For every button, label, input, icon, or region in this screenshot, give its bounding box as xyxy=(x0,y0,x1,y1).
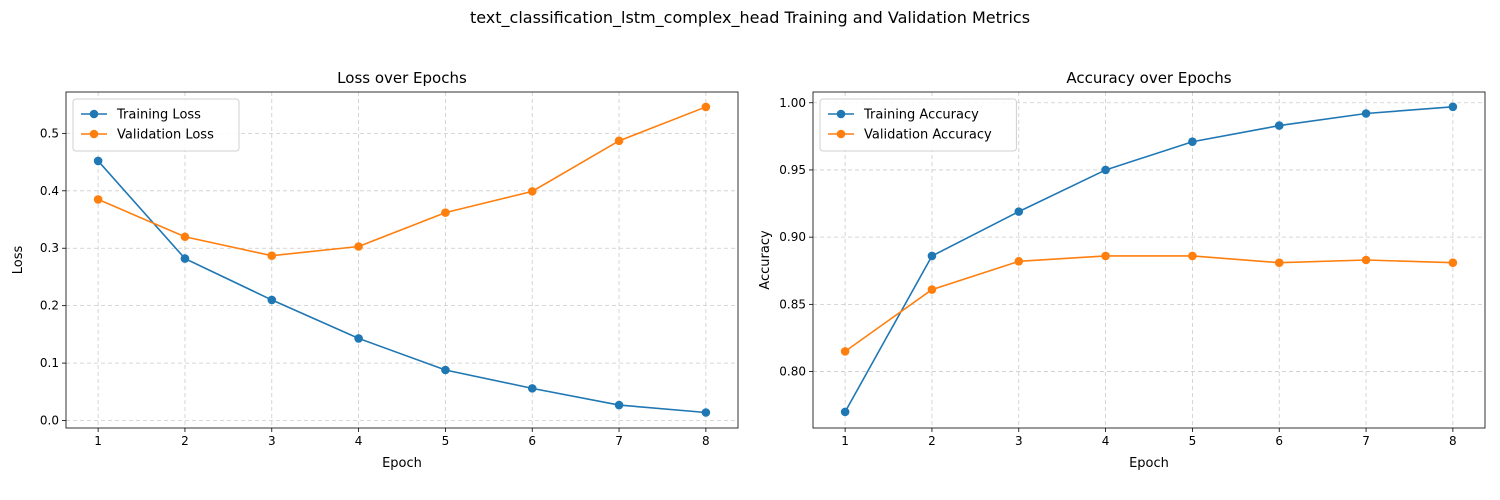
legend: Training Accuracy Validation Accuracy xyxy=(819,98,1017,152)
y-tick-label: 0.4 xyxy=(40,184,59,198)
data-point xyxy=(701,408,711,417)
data-point xyxy=(354,334,363,343)
data-point xyxy=(441,208,450,217)
series-training-accuracy xyxy=(840,102,1458,417)
series-validation-loss xyxy=(93,102,711,260)
x-axis-label: Epoch xyxy=(382,456,422,471)
legend-swatch-marker xyxy=(89,109,99,119)
y-tick-label: 0.2 xyxy=(40,299,59,313)
data-point xyxy=(527,384,537,393)
series-line-validation-accuracy xyxy=(844,255,1453,353)
legend-swatch-marker xyxy=(89,129,99,139)
data-point xyxy=(267,295,277,305)
x-tick-label: 6 xyxy=(528,434,536,448)
y-tick-label: 0.85 xyxy=(779,297,806,311)
data-point xyxy=(1188,137,1197,147)
data-point xyxy=(1014,257,1024,266)
x-tick-label: 1 xyxy=(94,434,102,448)
chart-panel-accuracy-over-epochs: 1 2 3 4 5 6 7 8 0.80 0.85 0.90 0.95 1.00 Accuracy ove… xyxy=(758,69,1486,471)
legend-entry-label: Validation Loss xyxy=(117,128,214,143)
legend-swatch-marker xyxy=(836,129,846,139)
legend-entry-label: Validation Accuracy xyxy=(864,128,992,143)
x-tick-label: 2 xyxy=(181,434,189,448)
data-point xyxy=(1361,255,1371,265)
x-tick-label: 6 xyxy=(1275,434,1283,448)
data-point xyxy=(1274,121,1284,130)
series-line-training-accuracy xyxy=(844,105,1453,413)
x-tick-label: 2 xyxy=(928,434,936,448)
legend-swatch-marker xyxy=(836,109,846,119)
chart-panel-loss-over-epochs: 1 2 3 4 5 6 7 8 0.0 0.1 0.2 0.3 0.4 0.5 Loss over Epoc… xyxy=(11,69,739,471)
data-point xyxy=(441,365,450,375)
legend-box xyxy=(819,98,1017,152)
x-tick-label: 3 xyxy=(1015,434,1023,448)
legend: Training Loss Validation Loss xyxy=(72,98,240,152)
data-point xyxy=(1188,251,1197,261)
data-point xyxy=(1448,258,1458,267)
y-axis-label: Loss xyxy=(11,246,26,275)
figure-suptitle: text_classification_lstm_complex_head Tr… xyxy=(469,8,1031,27)
y-tick-label: 1.00 xyxy=(779,96,806,110)
x-tick-label: 4 xyxy=(355,434,363,448)
y-tick-label: 0.0 xyxy=(40,414,59,428)
data-point xyxy=(267,251,277,260)
legend-entry-label: Training Loss xyxy=(116,108,201,123)
x-axis-label: Epoch xyxy=(1129,456,1169,471)
y-tick-label: 0.90 xyxy=(779,230,806,244)
x-tick-label: 3 xyxy=(268,434,276,448)
y-tick-label: 0.95 xyxy=(779,163,806,177)
series-line-training-loss xyxy=(97,160,706,414)
x-tick-label: 7 xyxy=(1362,434,1370,448)
data-point xyxy=(1101,165,1110,175)
data-point xyxy=(93,156,103,166)
data-point xyxy=(840,347,850,356)
data-point xyxy=(614,136,624,146)
y-tick-label: 0.3 xyxy=(40,241,59,255)
x-tick-label: 5 xyxy=(1189,434,1197,448)
axes-frame xyxy=(65,91,739,429)
axes-frame xyxy=(812,91,1486,429)
chart-title: Accuracy over Epochs xyxy=(1066,69,1231,87)
data-point xyxy=(180,254,190,263)
x-tick-label: 8 xyxy=(1449,434,1457,448)
y-tick-label: 0.1 xyxy=(40,356,59,370)
data-point xyxy=(701,102,711,112)
data-point xyxy=(614,400,624,410)
series-validation-accuracy xyxy=(840,251,1458,356)
data-point xyxy=(840,407,850,417)
x-tick-label: 7 xyxy=(615,434,623,448)
data-point xyxy=(1014,207,1024,216)
data-point xyxy=(180,232,190,242)
data-point xyxy=(1101,251,1110,261)
x-tick-label: 4 xyxy=(1102,434,1110,448)
legend-box xyxy=(72,98,240,152)
data-point xyxy=(927,285,937,294)
data-point xyxy=(1274,258,1284,267)
series-training-loss xyxy=(93,156,711,417)
data-point xyxy=(93,195,103,204)
x-tick-label: 8 xyxy=(702,434,710,448)
data-point xyxy=(927,251,937,261)
series-line-validation-loss xyxy=(97,106,707,257)
y-tick-label: 0.5 xyxy=(40,126,59,140)
data-point xyxy=(1448,102,1458,112)
y-tick-label: 0.80 xyxy=(779,365,806,379)
y-axis-label: Accuracy xyxy=(758,230,773,290)
x-tick-label: 1 xyxy=(841,434,849,448)
data-point xyxy=(1361,109,1371,118)
legend-entry-label: Training Accuracy xyxy=(863,108,979,123)
chart-title: Loss over Epochs xyxy=(337,69,467,87)
data-point xyxy=(527,187,537,196)
data-point xyxy=(354,242,363,251)
x-tick-label: 5 xyxy=(442,434,450,448)
